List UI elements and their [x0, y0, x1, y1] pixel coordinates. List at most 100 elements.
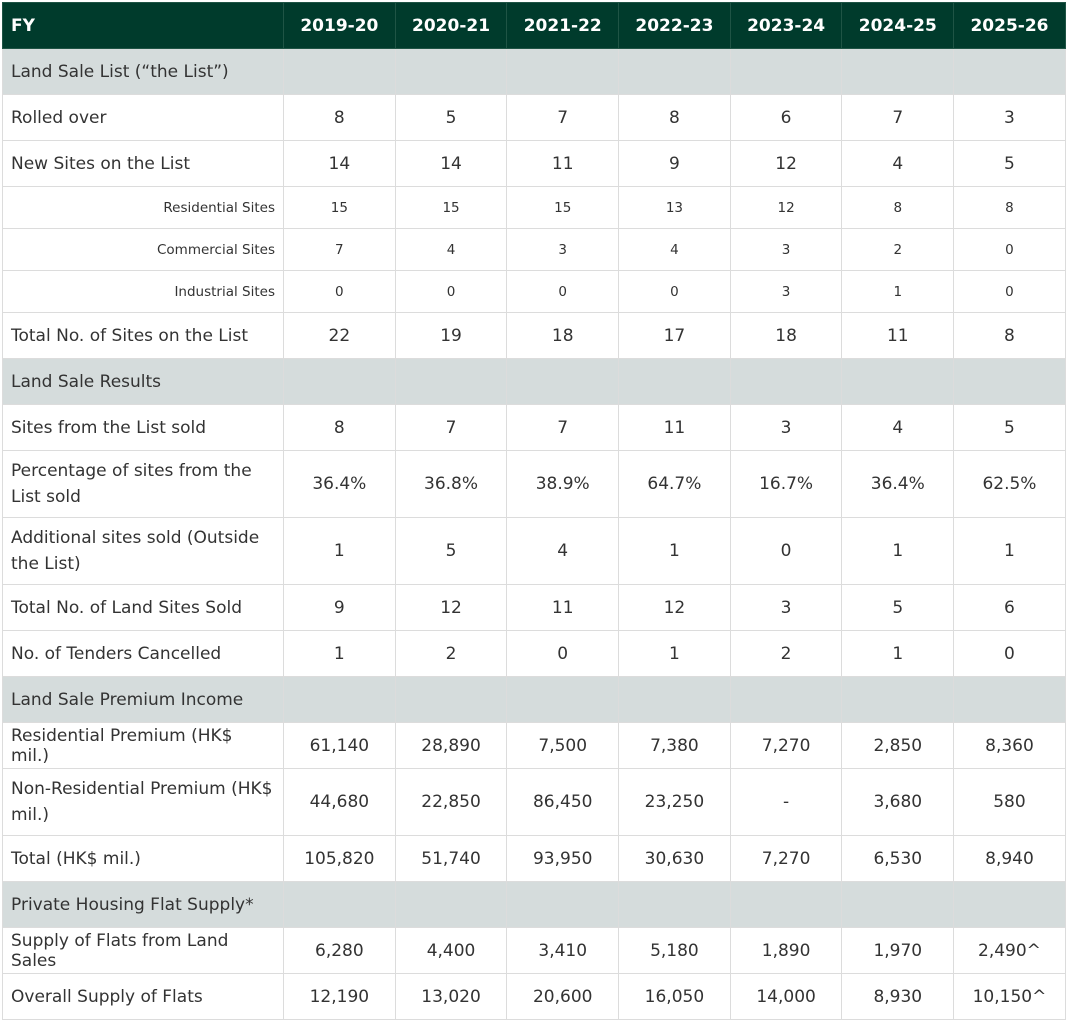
section-empty-cell — [283, 358, 396, 405]
sub-row: Commercial Sites 7 4 3 4 3 2 0 — [2, 228, 1066, 271]
value-cell: 7,270 — [729, 835, 843, 882]
value-cell: 16.7% — [729, 450, 843, 518]
value-cell: 7 — [841, 94, 955, 141]
value-cell: 8,360 — [953, 722, 1066, 769]
section-label: Land Sale List (“the List”) — [2, 48, 284, 95]
value-cell: 1 — [953, 517, 1066, 585]
section-empty-cell — [953, 881, 1066, 928]
section-empty-cell — [841, 48, 955, 95]
value-cell: 14 — [283, 140, 396, 187]
value-cell: 61,140 — [283, 722, 396, 769]
section-empty-cell — [506, 358, 620, 405]
value-cell: 62.5% — [953, 450, 1066, 518]
value-cell: 8 — [618, 94, 731, 141]
value-cell: 11 — [618, 404, 731, 451]
table-row: Non-Residential Premium (HK$ mil.) 44,680… — [2, 768, 1066, 836]
row-label: No. of Tenders Cancelled — [2, 630, 284, 677]
sub-row: Residential Sites 15 15 15 13 12 8 8 — [2, 186, 1066, 229]
header-year: 2022-23 — [618, 2, 731, 49]
value-cell: 11 — [506, 584, 620, 631]
value-cell: 22 — [283, 312, 396, 359]
header-year: 2023-24 — [729, 2, 843, 49]
value-cell: 12 — [729, 140, 843, 187]
value-cell: 3 — [506, 228, 620, 271]
row-label: Industrial Sites — [2, 270, 284, 313]
row-label: Supply of Flats from Land Sales — [2, 927, 284, 974]
value-cell: 8 — [283, 404, 396, 451]
row-label: Total (HK$ mil.) — [2, 835, 284, 882]
value-cell: 12,190 — [283, 973, 396, 1020]
row-label: Total No. of Land Sites Sold — [2, 584, 284, 631]
value-cell: 18 — [729, 312, 843, 359]
value-cell: 3 — [729, 228, 843, 271]
table-row: Rolled over 8 5 7 8 6 7 3 — [2, 94, 1066, 141]
section-label: Land Sale Premium Income — [2, 676, 284, 723]
table-row: Total No. of Land Sites Sold 9 12 11 12 3 5 6 — [2, 584, 1066, 631]
row-label: Rolled over — [2, 94, 284, 141]
section-empty-cell — [953, 676, 1066, 723]
value-cell: 44,680 — [283, 768, 396, 836]
value-cell: 10,150^ — [953, 973, 1066, 1020]
section-empty-cell — [506, 676, 620, 723]
value-cell: 5 — [841, 584, 955, 631]
section-empty-cell — [841, 358, 955, 405]
value-cell: 4 — [841, 140, 955, 187]
header-fy: FY — [2, 2, 284, 49]
row-label: Overall Supply of Flats — [2, 973, 284, 1020]
header-year: 2024-25 — [841, 2, 955, 49]
section-empty-cell — [618, 48, 731, 95]
value-cell: 8 — [841, 186, 955, 229]
table-row: Sites from the List sold 8 7 7 11 3 4 5 — [2, 404, 1066, 451]
value-cell: 580 — [953, 768, 1066, 836]
row-label: New Sites on the List — [2, 140, 284, 187]
value-cell: 30,630 — [618, 835, 731, 882]
value-cell: 11 — [506, 140, 620, 187]
section-empty-cell — [729, 881, 843, 928]
value-cell: 0 — [394, 270, 508, 313]
value-cell: 20,600 — [506, 973, 620, 1020]
value-cell: 1 — [841, 517, 955, 585]
section-empty-cell — [506, 48, 620, 95]
value-cell: 36.4% — [283, 450, 396, 518]
value-cell: 0 — [283, 270, 396, 313]
value-cell: 105,820 — [283, 835, 396, 882]
table-row: Total No. of Sites on the List 22 19 18 17 18… — [2, 312, 1066, 359]
value-cell: 13 — [618, 186, 731, 229]
value-cell: 22,850 — [394, 768, 508, 836]
value-cell: 7 — [394, 404, 508, 451]
value-cell: 7 — [283, 228, 396, 271]
value-cell: 7,270 — [729, 722, 843, 769]
section-empty-cell — [394, 358, 508, 405]
value-cell: 14,000 — [729, 973, 843, 1020]
value-cell: 8 — [953, 312, 1066, 359]
value-cell: 1 — [841, 270, 955, 313]
section-empty-cell — [618, 881, 731, 928]
value-cell: 6 — [729, 94, 843, 141]
section-empty-cell — [618, 676, 731, 723]
value-cell: 0 — [618, 270, 731, 313]
row-label: Percentage of sites from the List sold — [2, 450, 284, 518]
value-cell: 5 — [953, 140, 1066, 187]
value-cell: 5 — [953, 404, 1066, 451]
value-cell: 7 — [506, 94, 620, 141]
section-empty-cell — [841, 881, 955, 928]
sub-row: Industrial Sites 0 0 0 0 3 1 0 — [2, 270, 1066, 313]
header-year: 2020-21 — [394, 2, 508, 49]
value-cell: 5 — [394, 94, 508, 141]
value-cell: 2,850 — [841, 722, 955, 769]
value-cell: 28,890 — [394, 722, 508, 769]
header-year: 2025-26 — [953, 2, 1066, 49]
section-empty-cell — [618, 358, 731, 405]
value-cell: 0 — [506, 630, 620, 677]
header-year: 2019-20 — [283, 2, 396, 49]
table-body: Land Sale List (“the List”) Rolled over 8 5… — [2, 48, 1066, 1020]
row-label: Commercial Sites — [2, 228, 284, 271]
value-cell: 12 — [729, 186, 843, 229]
value-cell: - — [729, 768, 843, 836]
value-cell: 1 — [283, 630, 396, 677]
section-row: Private Housing Flat Supply* — [2, 881, 1066, 928]
row-label: Additional sites sold (Outside the List) — [2, 517, 284, 585]
value-cell: 1 — [283, 517, 396, 585]
section-empty-cell — [394, 676, 508, 723]
value-cell: 3 — [729, 584, 843, 631]
